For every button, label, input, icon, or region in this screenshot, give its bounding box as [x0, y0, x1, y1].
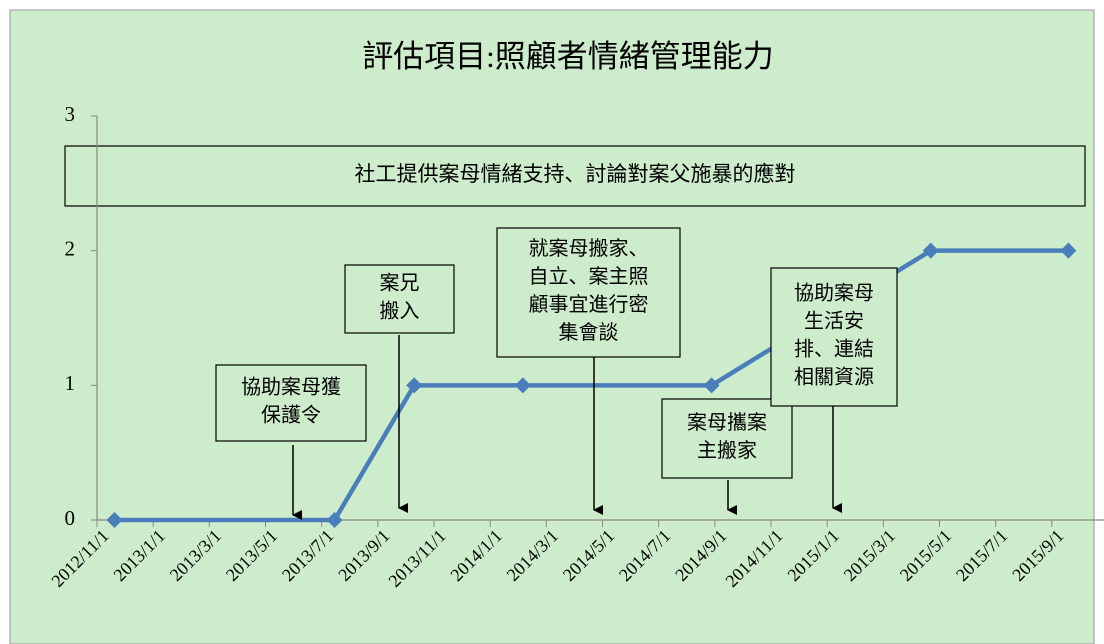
- annotation-text: 協助案母獲: [241, 376, 341, 399]
- annotation-box: [496, 227, 681, 358]
- annotation-text: 就案母搬家、: [529, 237, 649, 260]
- banner-box: [64, 145, 1086, 207]
- annotation-text: 自立、案主照: [529, 265, 649, 288]
- data-point: [922, 242, 939, 259]
- data-point: [106, 512, 123, 528]
- banner-text: 社工提供案母情緒支持、討論對案父施暴的應對: [355, 162, 796, 186]
- annotation-box: [661, 398, 793, 479]
- annotation-box: [215, 364, 367, 442]
- annotation-text: 案兄: [380, 272, 420, 295]
- y-tick-label: 3: [65, 102, 76, 126]
- annotation-text: 主搬家: [697, 439, 757, 462]
- annotation-text: 集會談: [559, 321, 619, 344]
- annotation-text: 排、連結: [794, 338, 874, 361]
- annotation-text: 案母攜案: [687, 411, 767, 434]
- data-point: [514, 377, 531, 394]
- data-point: [326, 512, 343, 528]
- annotation-box: [770, 267, 898, 407]
- data-point: [406, 377, 423, 394]
- annotation-text: 搬入: [380, 300, 420, 323]
- y-tick-label: 1: [65, 371, 76, 395]
- annotation-text: 協助案母: [794, 282, 874, 305]
- data-point: [703, 377, 720, 394]
- data-point: [1060, 242, 1077, 259]
- annotation-text: 相關資源: [794, 366, 874, 389]
- annotation-text: 保護令: [261, 404, 321, 427]
- annotation-box: [344, 264, 455, 334]
- annotation-text: 生活安: [804, 310, 864, 333]
- chart-title: 評估項目:照顧者情緒管理能力: [362, 39, 774, 74]
- annotation-text: 顧事宜進行密: [529, 293, 649, 316]
- y-tick-label: 2: [65, 236, 76, 260]
- y-tick-label: 0: [65, 506, 76, 530]
